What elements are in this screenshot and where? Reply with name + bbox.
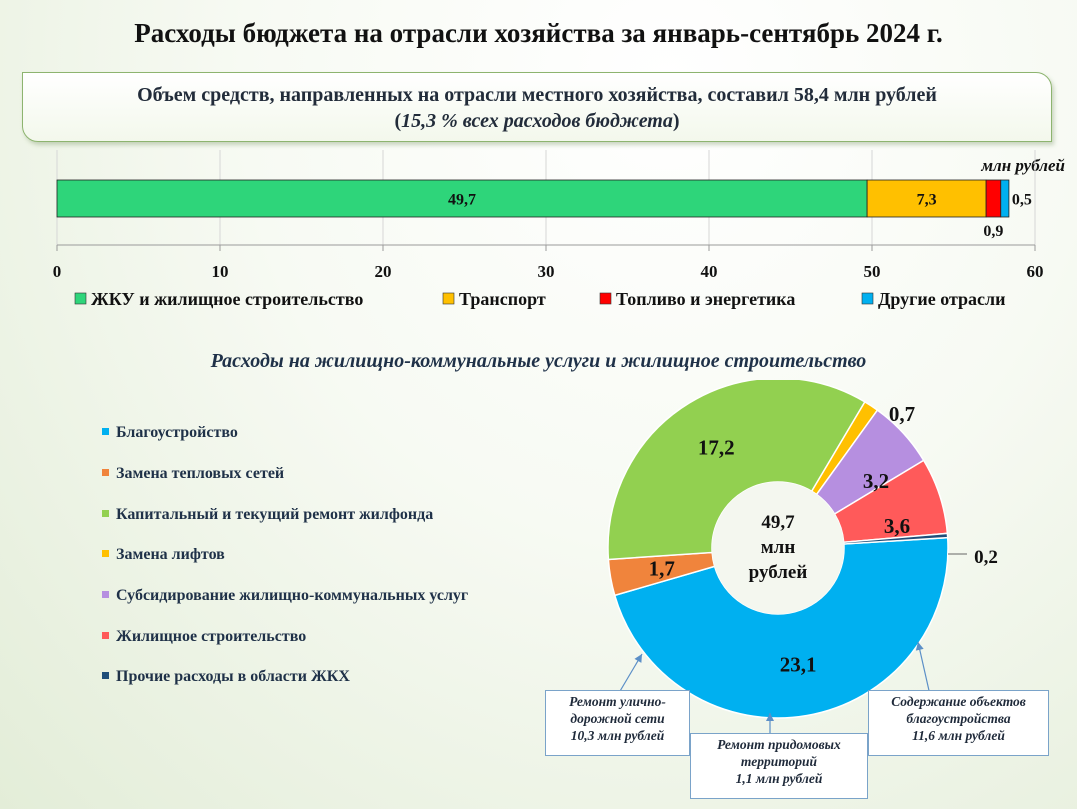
x-tick-label: 50 xyxy=(864,262,881,281)
bar-data-label: 7,3 xyxy=(917,192,937,209)
donut-legend-label: Жилищное строительство xyxy=(116,628,307,645)
bar-unit-label: млн рублей xyxy=(980,156,1065,175)
donut-data-label: 1,7 xyxy=(649,557,675,581)
legend-label: Другие отрасли xyxy=(878,289,1006,309)
summary-share: (15,3 % всех расходов бюджета) xyxy=(394,110,680,132)
donut-data-label: 0,2 xyxy=(974,547,998,568)
x-tick-label: 10 xyxy=(212,262,229,281)
callout-box: Содержание объектов благоустройства 11,6 м… xyxy=(868,690,1049,756)
donut-legend-swatch xyxy=(102,591,109,598)
summary-text: Объем средств, направленных на отрасли м… xyxy=(137,84,937,106)
callout-text: 11,6 млн рублей xyxy=(912,728,1005,743)
legend-swatch xyxy=(861,292,874,305)
bar-data-label: 0,5 xyxy=(1012,192,1032,209)
donut-center-label: рублей xyxy=(749,562,808,583)
legend-swatch xyxy=(74,292,87,305)
donut-data-label: 3,6 xyxy=(884,514,910,538)
callout-arrow xyxy=(917,641,931,696)
x-tick-label: 0 xyxy=(53,262,62,281)
donut-title: Расходы на жилищно-коммунальные услуги и… xyxy=(210,350,867,372)
donut-data-label: 0,7 xyxy=(889,402,915,426)
donut-center-label: млн xyxy=(761,537,796,558)
donut-legend-swatch xyxy=(102,428,109,435)
bar-segment xyxy=(56,179,868,218)
callout-text: благоустройства xyxy=(906,711,1011,726)
donut-legend-swatch xyxy=(102,510,109,517)
callout-text: Ремонт придомовых xyxy=(717,737,841,752)
donut-legend-item: Субсидирование жилищно-коммунальных услу… xyxy=(102,587,468,605)
summary-share-value: 15,3 % всех расходов бюджета xyxy=(401,110,673,132)
donut-legend-label: Капитальный и текущий ремонт жилфонда xyxy=(116,506,434,523)
x-tick-label: 30 xyxy=(538,262,555,281)
callout-arrowhead xyxy=(766,713,774,721)
callout-text: 10,3 млн рублей xyxy=(570,728,665,743)
x-tick-label: 40 xyxy=(701,262,718,281)
donut-legend-label: Замена тепловых сетей xyxy=(116,465,285,482)
donut-legend-item: Замена тепловых сетей xyxy=(102,465,284,483)
legend-swatch xyxy=(442,292,455,305)
legend-label: Транспорт xyxy=(459,289,546,309)
donut-legend-swatch xyxy=(102,469,109,476)
donut-legend-label: Благоустройство xyxy=(116,424,238,441)
donut-chart: 23,1 1,7 17,2 0,7 3,2 3,6 0,2 49,7 млн рублей xyxy=(607,380,998,736)
donut-legend-item: Жилищное строительство xyxy=(102,628,306,646)
bar-segment xyxy=(985,179,1002,218)
donut-legend-item: Капитальный и текущий ремонт жилфонда xyxy=(102,506,433,524)
bar-data-label: 49,7 xyxy=(448,192,476,209)
donut-legend-swatch xyxy=(102,672,109,679)
callout-box: Ремонт улично-дорожной сети 10,3 млн рубл… xyxy=(545,690,690,756)
bar-segment xyxy=(1000,179,1010,218)
callout-text: 1,1 млн рублей xyxy=(735,771,823,786)
page-title: Расходы бюджета на отрасли хозяйства за … xyxy=(134,18,943,48)
donut-data-label: 3,2 xyxy=(863,469,889,493)
bar-data-label: 0,9 xyxy=(983,223,1003,240)
donut-legend-item: Прочие расходы в области ЖКХ xyxy=(102,668,350,686)
donut-hole xyxy=(712,482,844,614)
donut-legend-swatch xyxy=(102,632,109,639)
callout-text: территорий xyxy=(740,754,818,769)
donut-legend-swatch xyxy=(102,550,109,557)
callout-box: Ремонт придомовых территорий 1,1 млн рубле… xyxy=(690,733,868,799)
donut-legend-item: Благоустройство xyxy=(102,424,238,442)
callout-text: Ремонт улично- xyxy=(569,694,666,709)
callout-arrowhead xyxy=(634,654,642,663)
callout-arrowhead xyxy=(915,642,924,651)
donut-data-label: 17,2 xyxy=(698,435,735,459)
callout-text: Содержание объектов xyxy=(891,694,1026,709)
donut-legend-label: Замена лифтов xyxy=(116,546,225,563)
callout-text: дорожной сети xyxy=(570,711,665,726)
x-tick-label: 60 xyxy=(1027,262,1044,281)
donut-legend-label: Субсидирование жилищно-коммунальных услу… xyxy=(116,587,469,604)
legend-swatch xyxy=(599,292,612,305)
legend-label: Топливо и энергетика xyxy=(616,289,795,309)
donut-center-label: 49,7 xyxy=(761,512,795,533)
bar-chart: млн рублей 49,7 7,3 0,9 0,5 0 10 20 30 40 50 60 Ж… xyxy=(53,150,1065,309)
donut-legend-item: Замена лифтов xyxy=(102,546,225,564)
x-tick-label: 20 xyxy=(375,262,392,281)
donut-legend-label: Прочие расходы в области ЖКХ xyxy=(116,668,350,685)
legend-label: ЖКУ и жилищное строительство xyxy=(91,289,363,309)
donut-data-label: 23,1 xyxy=(780,652,817,676)
summary-box: Объем средств, направленных на отрасли м… xyxy=(22,72,1052,142)
